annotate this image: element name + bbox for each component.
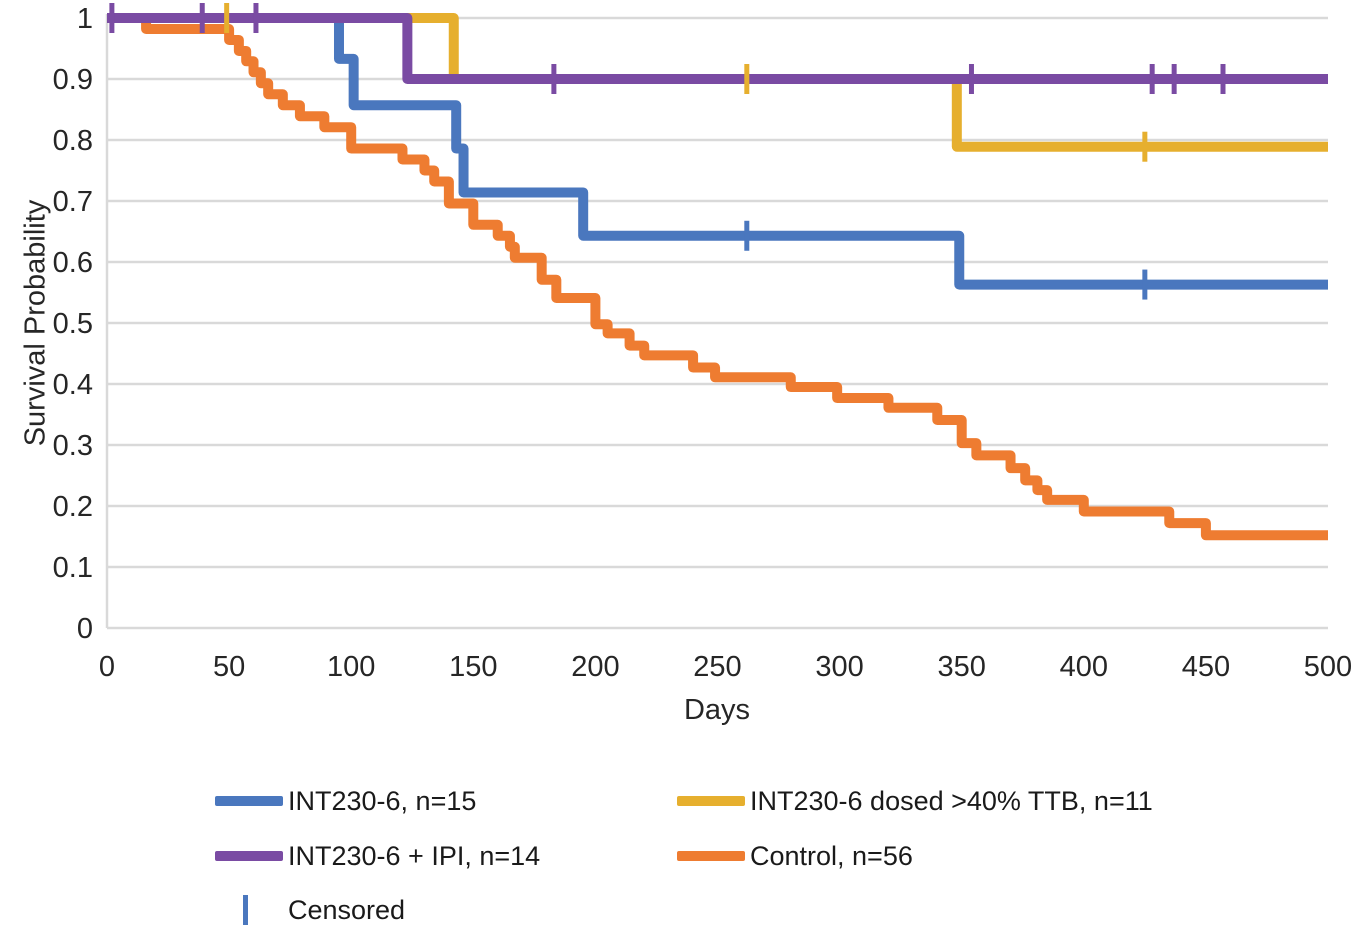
y-tick-label: 1 [77,3,93,35]
x-tick-label: 350 [938,651,986,683]
x-tick-label: 200 [571,651,619,683]
legend-item-control: Control, n=56 [677,839,913,873]
censored-tick-icon [243,895,248,925]
legend-line-swatch-control [677,851,745,861]
y-tick-label: 0.4 [53,369,93,401]
x-tick-label: 150 [449,651,497,683]
legend-item-int230-6: INT230-6, n=15 [215,784,476,818]
curve-series-3 [107,13,1328,84]
x-tick-label: 250 [693,651,741,683]
x-tick-label: 50 [213,651,245,683]
curve-series-0 [107,13,1328,541]
legend-line-swatch-ttb [677,796,745,806]
x-tick-label: 450 [1182,651,1230,683]
y-tick-label: 0.3 [53,430,93,462]
x-tick-label: 100 [327,651,375,683]
y-tick-label: 0.7 [53,186,93,218]
y-tick-label: 0.1 [53,552,93,584]
y-tick-label: 0 [77,613,93,645]
x-axis-title: Days [683,694,751,726]
legend-item-int230-6-ttb: INT230-6 dosed >40% TTB, n=11 [677,784,1153,818]
legend-line-swatch-int230-6 [215,796,283,806]
y-tick-label: 0.2 [53,491,93,523]
legend-label: Censored [288,894,406,925]
plot-area: 0 0.1 0.2 0.3 0.4 0.5 0.6 0.7 0.8 0.9 1 0 50 100 150 20… [53,3,1352,683]
y-tick-label: 0.8 [53,125,93,157]
y-tick-label: 0.9 [53,64,93,96]
curve-series-1 [107,13,1328,290]
legend-line-swatch-ipi [215,851,283,861]
x-tick-label: 300 [815,651,863,683]
legend-label: INT230-6, n=15 [288,785,477,816]
legend-item-int230-6-ipi: INT230-6 + IPI, n=14 [215,839,540,873]
x-tick-label: 0 [99,651,115,683]
x-tick-label: 400 [1060,651,1108,683]
y-tick-label: 0.5 [53,308,93,340]
legend-label: INT230-6 dosed >40% TTB, n=11 [750,785,1153,816]
legend-label: INT230-6 + IPI, n=14 [288,840,541,871]
y-tick-label: 0.6 [53,247,93,279]
legend-label: Control, n=56 [750,840,913,871]
x-tick-label: 500 [1304,651,1352,683]
legend-item-censored: Censored [215,893,405,927]
